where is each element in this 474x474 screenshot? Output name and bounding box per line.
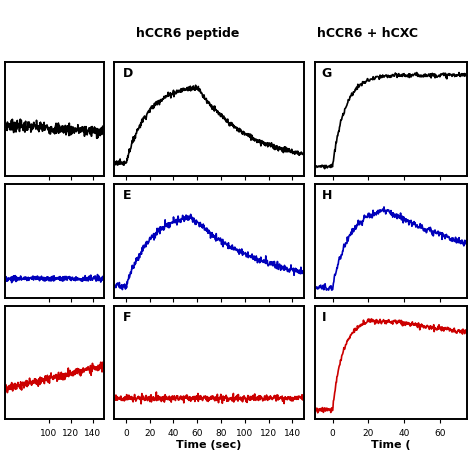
Text: G: G <box>321 67 332 80</box>
Text: E: E <box>123 189 131 202</box>
Text: hCCR6 + hCXC: hCCR6 + hCXC <box>317 27 418 40</box>
X-axis label: Time (: Time ( <box>371 440 410 450</box>
Text: D: D <box>123 67 133 80</box>
Text: H: H <box>321 189 332 202</box>
Text: I: I <box>321 311 326 324</box>
X-axis label: Time (sec): Time (sec) <box>176 440 242 450</box>
Text: hCCR6 peptide: hCCR6 peptide <box>136 27 239 40</box>
Text: F: F <box>123 311 131 324</box>
